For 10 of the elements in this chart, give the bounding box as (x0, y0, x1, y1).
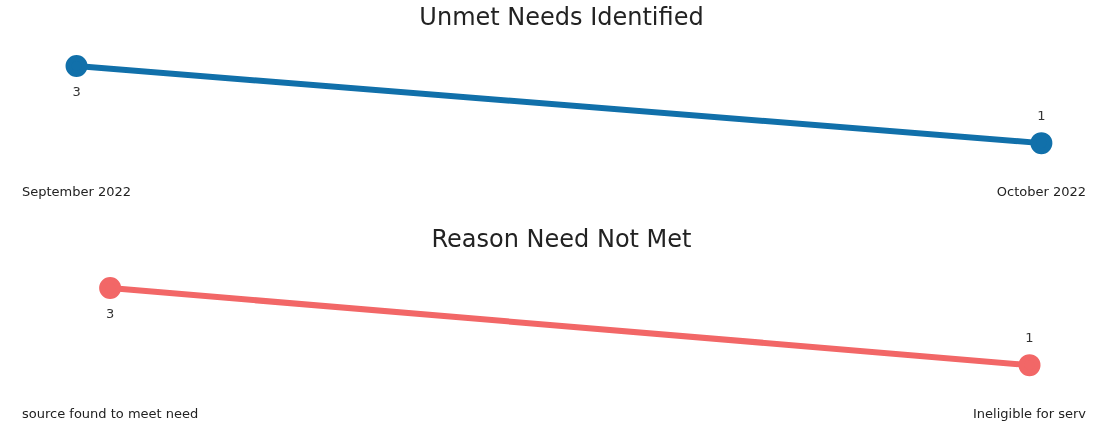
x-tick-label: source found to meet need (21, 405, 199, 421)
x-tick-label: October 2022 (996, 183, 1086, 199)
x-tick-label: Ineligible for serv (973, 405, 1087, 421)
x-tick-label: September 2022 (22, 183, 132, 199)
data-label: 1 (1037, 108, 1046, 124)
chart-title: Reason Need Not Met (431, 224, 692, 253)
data-label: 3 (72, 83, 81, 99)
data-label: 1 (1025, 330, 1034, 346)
data-label: 3 (105, 305, 115, 321)
chart-title: Unmet Needs Identified (419, 2, 704, 31)
